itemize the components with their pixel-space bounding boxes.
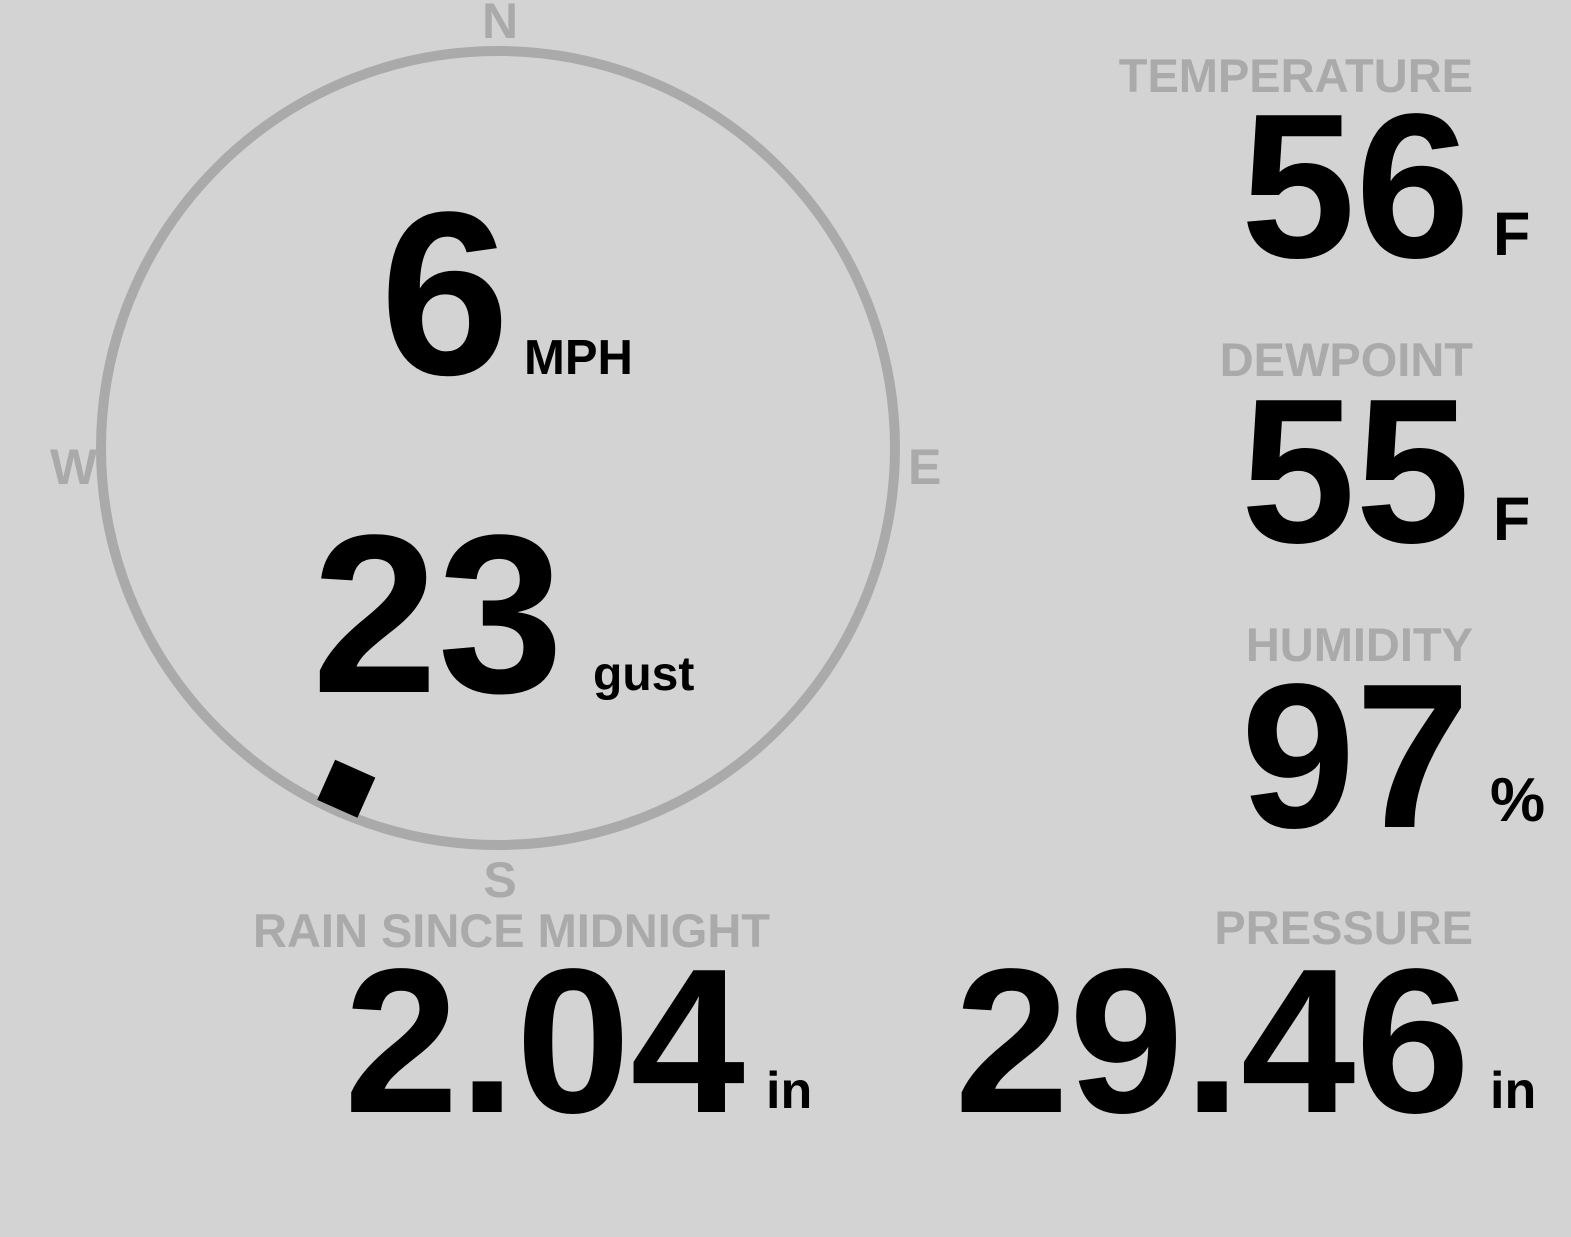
wind-speed-unit: MPH bbox=[524, 331, 633, 385]
dewpoint-unit: F bbox=[1493, 485, 1531, 553]
wind-gust-label: gust bbox=[593, 648, 695, 701]
rain-label: RAIN SINCE MIDNIGHT bbox=[253, 904, 770, 957]
temperature-label: TEMPERATURE bbox=[1118, 49, 1473, 102]
compass-ring bbox=[96, 46, 900, 850]
humidity-unit: % bbox=[1490, 766, 1546, 835]
pressure-unit: in bbox=[1490, 1062, 1537, 1120]
humidity-value: 97 bbox=[1240, 641, 1470, 871]
compass-west: W bbox=[50, 439, 98, 495]
rain-value: 2.04 bbox=[344, 926, 745, 1156]
wind-gust-value: 23 bbox=[312, 487, 564, 740]
dewpoint-value: 55 bbox=[1240, 356, 1470, 586]
temperature-value: 56 bbox=[1240, 71, 1470, 301]
pressure-value: 29.46 bbox=[954, 926, 1470, 1156]
humidity-label: HUMIDITY bbox=[1245, 618, 1473, 671]
wind-speed-value: 6 bbox=[380, 164, 510, 424]
rain-unit: in bbox=[766, 1062, 813, 1120]
temperature-unit: F bbox=[1493, 200, 1531, 268]
wind-direction-pointer bbox=[317, 759, 376, 818]
compass-east: E bbox=[908, 439, 942, 495]
compass-south: S bbox=[483, 852, 517, 908]
pressure-label: PRESSURE bbox=[1214, 901, 1473, 954]
compass-north: N bbox=[481, 0, 519, 49]
wind-direction-marker bbox=[317, 759, 376, 818]
dewpoint-label: DEWPOINT bbox=[1219, 333, 1473, 386]
